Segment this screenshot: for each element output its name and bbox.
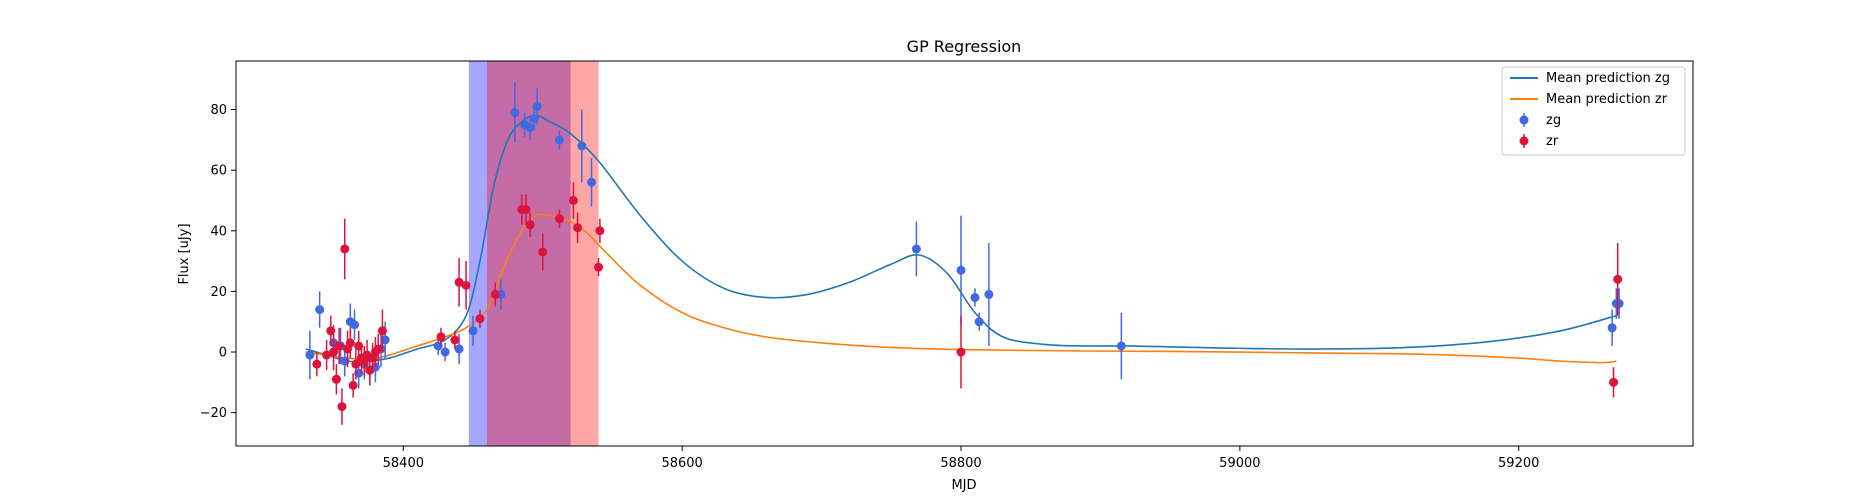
data-point-zr xyxy=(377,326,387,336)
data-point-zr xyxy=(351,359,361,369)
data-point-zr xyxy=(490,289,500,299)
legend-label-zg: zg xyxy=(1546,113,1561,128)
data-point-zg xyxy=(510,108,520,118)
data-point-zr xyxy=(450,335,460,345)
data-point-zg xyxy=(577,141,587,151)
data-point-zg xyxy=(956,265,966,275)
y-tick-label: −20 xyxy=(200,406,227,421)
data-point-zr xyxy=(340,244,350,254)
data-point-zr xyxy=(436,332,446,342)
y-axis-ticks: −20 0 20 40 60 80 xyxy=(200,103,236,421)
data-point-zg xyxy=(315,305,325,315)
data-point-zr xyxy=(454,277,464,287)
data-point-zr xyxy=(322,350,332,360)
x-tick-label: 58400 xyxy=(383,456,424,471)
x-tick-label: 59000 xyxy=(1219,456,1260,471)
legend-label-zg-line: Mean prediction zg xyxy=(1546,71,1670,86)
y-tick-label: 80 xyxy=(210,103,227,118)
data-point-zg xyxy=(454,344,464,354)
y-tick-label: 40 xyxy=(210,224,227,239)
data-point-zr xyxy=(573,223,583,233)
legend-label-zr-line: Mean prediction zr xyxy=(1546,92,1668,107)
data-point-zr xyxy=(595,226,605,236)
data-point-zg xyxy=(1614,299,1624,309)
legend-swatch-zr xyxy=(1519,136,1529,146)
x-tick-label: 59200 xyxy=(1498,456,1539,471)
data-point-zr xyxy=(337,402,347,412)
mean-line-0 xyxy=(305,114,1617,363)
data-point-zg xyxy=(1607,323,1617,333)
observation-points xyxy=(305,82,1624,425)
y-axis-label: Flux [uJy] xyxy=(177,223,192,284)
data-point-zr xyxy=(312,359,322,369)
shaded-region-0 xyxy=(468,61,571,446)
x-tick-label: 58800 xyxy=(940,456,981,471)
data-point-zr xyxy=(554,214,564,224)
data-point-zg xyxy=(350,320,360,330)
data-point-zg xyxy=(970,292,980,302)
x-axis-label: MJD xyxy=(951,478,976,493)
data-point-zg xyxy=(525,123,535,133)
y-tick-label: 20 xyxy=(210,285,227,300)
data-point-zr xyxy=(348,380,358,390)
data-point-zg xyxy=(440,347,450,357)
data-point-zr xyxy=(373,344,383,354)
data-point-zr xyxy=(521,205,531,215)
legend-box xyxy=(1501,66,1686,156)
data-point-zr xyxy=(568,195,578,205)
plot-frame xyxy=(235,60,1694,447)
data-point-zg xyxy=(305,350,315,360)
data-point-zr xyxy=(334,341,344,351)
data-point-zr xyxy=(1613,274,1623,284)
data-point-zr xyxy=(538,247,548,257)
data-point-zr xyxy=(326,326,336,336)
data-point-zr xyxy=(461,280,471,290)
data-point-zg xyxy=(532,101,542,111)
legend-label-zr: zr xyxy=(1546,134,1559,149)
chart-title: GP Regression xyxy=(907,37,1022,56)
data-point-zg xyxy=(468,326,478,336)
data-point-zr xyxy=(1609,377,1619,387)
data-point-zr xyxy=(594,262,604,272)
data-point-zr xyxy=(331,374,341,384)
data-point-zg xyxy=(1116,341,1126,351)
data-point-zr xyxy=(345,338,355,348)
data-point-zg xyxy=(911,244,921,254)
y-tick-label: 0 xyxy=(219,346,227,361)
x-axis-ticks: 58400 58600 58800 59000 59200 xyxy=(383,446,1539,471)
data-point-zr xyxy=(475,314,485,324)
data-point-zg xyxy=(974,317,984,327)
y-tick-label: 60 xyxy=(210,164,227,179)
data-point-zr xyxy=(329,347,339,357)
data-point-zr xyxy=(525,220,535,230)
data-point-zr xyxy=(956,347,966,357)
legend: Mean prediction zg Mean prediction zr zg… xyxy=(1501,66,1686,156)
data-point-zg xyxy=(554,135,564,145)
data-point-zg xyxy=(984,289,994,299)
legend-swatch-zg xyxy=(1519,115,1529,125)
x-tick-label: 58600 xyxy=(661,456,702,471)
data-point-zg xyxy=(587,177,597,187)
